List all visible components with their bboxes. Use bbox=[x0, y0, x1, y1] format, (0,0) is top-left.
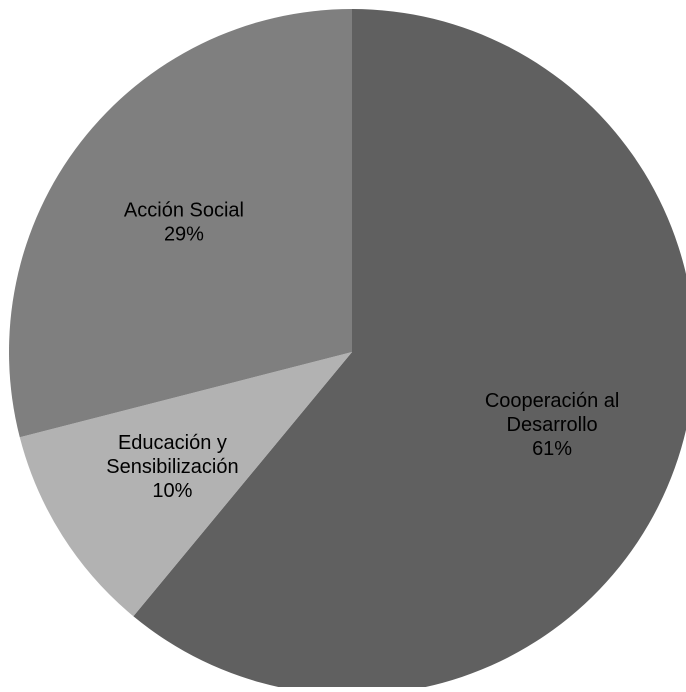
slice-label-2: Acción Social 29% bbox=[124, 200, 244, 246]
slice-category-label: Acción Social bbox=[124, 200, 244, 222]
slice-label-1: Educación y Sensibilización 10% bbox=[106, 432, 238, 502]
slice-label-0: Cooperación al Desarrollo 61% bbox=[485, 390, 620, 460]
slice-value-label: 61% bbox=[532, 438, 572, 460]
labels-layer: Cooperación al Desarrollo 61% Educación y Se… bbox=[106, 200, 619, 502]
slice-value-label: 10% bbox=[152, 480, 192, 502]
pie-slice-0 bbox=[133, 9, 686, 692]
slice-category-label: Sensibilización bbox=[106, 456, 238, 478]
slice-category-label: Cooperación al bbox=[485, 390, 620, 412]
slice-value-label: 29% bbox=[164, 224, 204, 246]
slice-category-label: Educación y bbox=[118, 432, 227, 454]
slice-category-label: Desarrollo bbox=[507, 414, 598, 436]
pie-slice-1 bbox=[19, 352, 353, 617]
pie-slice-2 bbox=[8, 9, 353, 438]
slices-layer bbox=[8, 9, 686, 692]
